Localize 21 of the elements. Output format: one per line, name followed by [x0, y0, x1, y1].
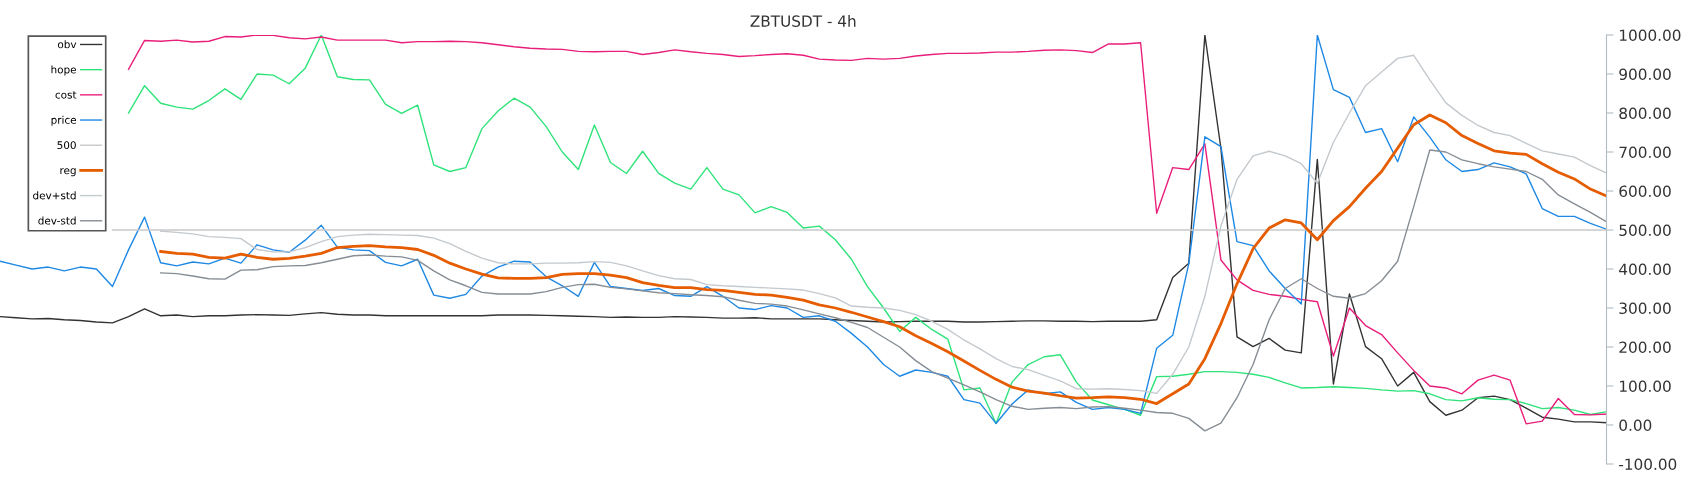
legend-label: dev+std: [33, 191, 76, 200]
y-tick-label: 800.00: [1619, 107, 1671, 120]
y-tick-label: 0.00: [1619, 419, 1652, 432]
y-tick-label: -100.00: [1619, 458, 1677, 471]
y-tick-label: 900.00: [1619, 68, 1671, 81]
y-tick-label: 500.00: [1619, 224, 1671, 237]
legend-label: dev-std: [38, 216, 76, 225]
legend-label: cost: [55, 91, 77, 99]
chart-title: ZBTUSDT - 4h: [750, 15, 856, 27]
y-tick-label: 700.00: [1619, 146, 1671, 159]
legend-label: reg: [60, 168, 76, 177]
y-tick-label: 200.00: [1619, 341, 1671, 354]
legend-label: 500: [57, 141, 76, 150]
legend-label: price: [51, 115, 76, 126]
y-tick-label: 1000.00: [1619, 29, 1681, 42]
y-tick-label: 100.00: [1619, 380, 1671, 393]
y-tick-label: 400.00: [1619, 263, 1671, 276]
legend-label: obv: [57, 40, 77, 49]
legend-label: hope: [51, 65, 76, 76]
y-tick-label: 600.00: [1619, 185, 1671, 198]
y-tick-label: 300.00: [1619, 302, 1671, 315]
